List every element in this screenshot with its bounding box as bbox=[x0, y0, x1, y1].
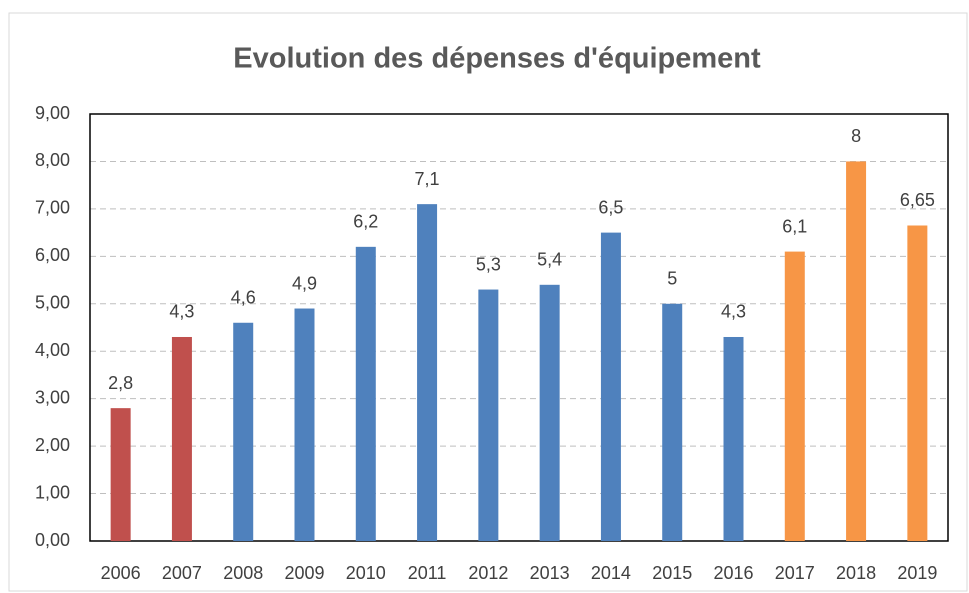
x-tick-label: 2009 bbox=[284, 563, 324, 583]
x-tick-label: 2014 bbox=[591, 563, 631, 583]
y-tick-label: 7,00 bbox=[35, 198, 70, 218]
data-label: 6,1 bbox=[782, 216, 807, 236]
y-tick-label: 4,00 bbox=[35, 340, 70, 360]
bar bbox=[784, 251, 805, 542]
bar bbox=[723, 336, 744, 541]
y-tick-label: 3,00 bbox=[35, 387, 70, 407]
bar bbox=[294, 308, 315, 541]
x-tick-label: 2017 bbox=[775, 563, 815, 583]
x-tick-label: 2016 bbox=[713, 563, 753, 583]
data-label: 2,8 bbox=[108, 373, 133, 393]
data-label: 5,3 bbox=[476, 254, 501, 274]
x-tick-label: 2006 bbox=[101, 563, 141, 583]
data-label: 6,2 bbox=[353, 212, 378, 232]
x-tick-label: 2012 bbox=[468, 563, 508, 583]
bar bbox=[478, 289, 499, 541]
plot-frame bbox=[89, 113, 949, 542]
y-tick-label: 0,00 bbox=[35, 530, 70, 550]
y-tick-label: 6,00 bbox=[35, 245, 70, 265]
x-tick-label: 2008 bbox=[223, 563, 263, 583]
data-label: 4,3 bbox=[169, 302, 194, 322]
y-tick-label: 2,00 bbox=[35, 435, 70, 455]
x-tick-label: 2018 bbox=[836, 563, 876, 583]
bar bbox=[662, 303, 683, 541]
data-label: 8 bbox=[851, 126, 861, 146]
bar bbox=[539, 284, 560, 541]
data-label: 7,1 bbox=[415, 169, 440, 189]
data-label: 4,3 bbox=[721, 302, 746, 322]
bar bbox=[846, 161, 867, 541]
x-tick-label: 2013 bbox=[530, 563, 570, 583]
data-label: 6,5 bbox=[598, 197, 623, 217]
x-tick-label: 2011 bbox=[408, 563, 447, 583]
bar bbox=[600, 232, 621, 541]
y-tick-label: 8,00 bbox=[35, 150, 70, 170]
data-label: 5,4 bbox=[537, 250, 562, 270]
x-tick-label: 2010 bbox=[346, 563, 386, 583]
y-tick-label: 9,00 bbox=[35, 103, 70, 123]
x-tick-label: 2015 bbox=[652, 563, 692, 583]
bar bbox=[907, 225, 928, 541]
data-label: 4,6 bbox=[231, 288, 256, 308]
bar bbox=[171, 336, 192, 541]
bar bbox=[355, 246, 376, 541]
bar bbox=[417, 204, 438, 541]
y-tick-label: 1,00 bbox=[35, 482, 70, 502]
bar bbox=[233, 322, 254, 541]
y-tick-label: 5,00 bbox=[35, 293, 70, 313]
data-label: 6,65 bbox=[900, 190, 935, 210]
x-tick-label: 2007 bbox=[162, 563, 202, 583]
bar bbox=[110, 408, 131, 541]
data-label: 5 bbox=[667, 269, 677, 289]
data-label: 4,9 bbox=[292, 273, 317, 293]
chart-title: Evolution des dépenses d'équipement bbox=[233, 43, 761, 75]
x-tick-label: 2019 bbox=[897, 563, 937, 583]
